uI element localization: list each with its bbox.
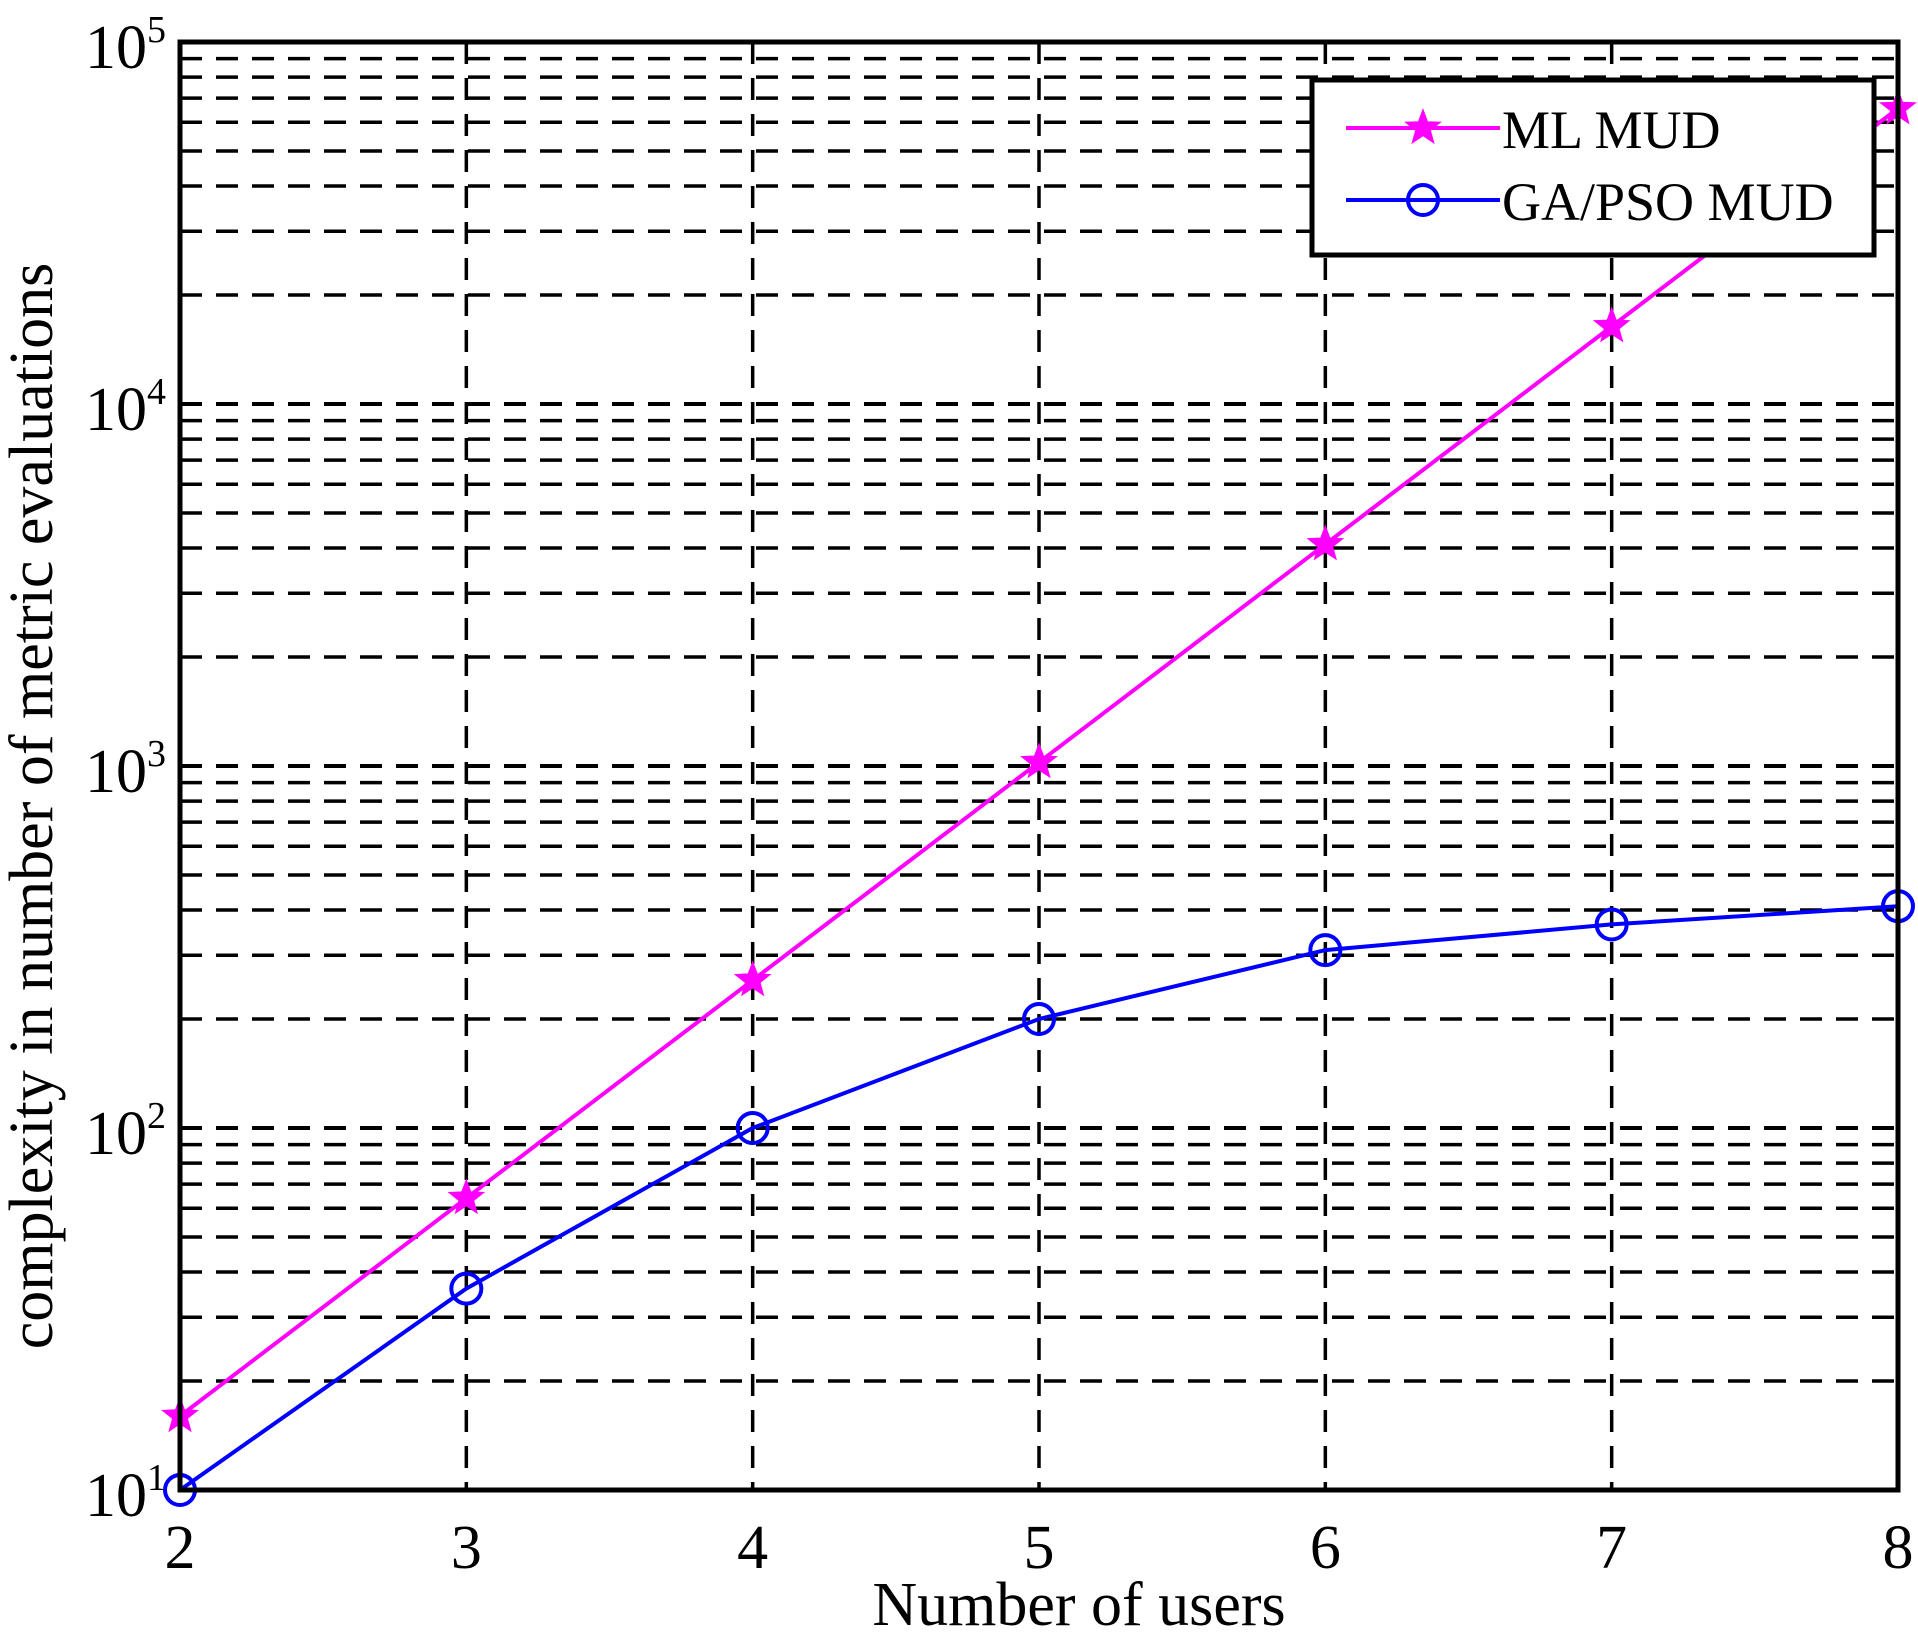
data-point [1594, 907, 1629, 942]
data-point [733, 960, 772, 997]
y-tick-exponent: 2 [147, 1095, 166, 1137]
series-star [161, 88, 1917, 1433]
data-point [735, 1111, 770, 1145]
y-tick-label: 101 [85, 1457, 166, 1530]
x-tick-label: 2 [165, 1514, 196, 1582]
legend-label: ML MUD [1502, 100, 1721, 160]
y-tick-base: 10 [85, 1100, 147, 1168]
data-point [447, 1178, 486, 1215]
data-point [1022, 1002, 1056, 1037]
y-tick-label: 105 [85, 9, 166, 82]
data-point [1306, 524, 1345, 561]
y-tick-exponent: 3 [147, 733, 166, 775]
legend-marker [1406, 183, 1440, 217]
y-tick-base: 10 [85, 1462, 147, 1530]
series-line [178, 904, 1899, 1492]
legend: ML MUD GA/PSO MUD [1309, 77, 1877, 258]
y-tick-base: 10 [85, 14, 147, 82]
y-tick-label: 104 [85, 371, 166, 444]
x-tick-label: 7 [1596, 1514, 1627, 1582]
y-tick-label: 102 [85, 1095, 166, 1168]
data-point [1592, 306, 1631, 343]
x-tick-label: 5 [1024, 1514, 1055, 1582]
data-point [449, 1271, 484, 1306]
y-tick-base: 10 [85, 376, 147, 444]
x-tick-label: 8 [1883, 1514, 1914, 1582]
data-point [1308, 933, 1343, 968]
x-tick-label: 3 [451, 1514, 482, 1582]
y-tick-base: 10 [85, 738, 147, 806]
x-axis-title: Number of users [872, 1571, 1285, 1637]
y-tick-label: 103 [85, 733, 166, 806]
legend-label: GA/PSO MUD [1502, 172, 1834, 232]
series-layer [161, 88, 1917, 1507]
y-tick-exponent: 1 [147, 1457, 166, 1499]
x-tick-label: 4 [737, 1514, 768, 1582]
plot-frame [177, 39, 1901, 1493]
legend-box [1309, 77, 1877, 258]
y-tick-exponent: 5 [147, 9, 166, 51]
data-point [1020, 742, 1058, 779]
y-tick-exponent: 4 [147, 371, 166, 413]
x-tick-label: 6 [1310, 1514, 1341, 1582]
legend-marker [1404, 108, 1442, 145]
y-axis-title: complexity in number of metric evaluatio… [0, 263, 66, 1349]
